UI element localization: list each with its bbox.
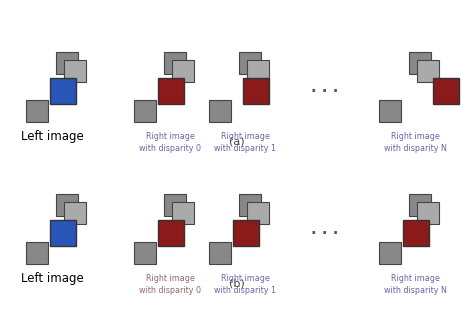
- Bar: [172, 60, 194, 82]
- Bar: [209, 242, 231, 264]
- Text: Right image
with disparity 0: Right image with disparity 0: [139, 132, 201, 153]
- Bar: [64, 202, 86, 224]
- Text: Right image
with disparity 1: Right image with disparity 1: [214, 274, 276, 295]
- Bar: [417, 202, 439, 224]
- Bar: [50, 78, 76, 104]
- Bar: [409, 52, 431, 74]
- Text: . . .: . . .: [311, 80, 339, 96]
- Bar: [26, 100, 48, 122]
- Bar: [247, 202, 269, 224]
- Text: . . .: . . .: [311, 223, 339, 237]
- Bar: [134, 100, 156, 122]
- Text: Right image
with disparity N: Right image with disparity N: [383, 274, 447, 295]
- Text: (b): (b): [229, 279, 245, 289]
- Bar: [417, 60, 439, 82]
- Bar: [379, 100, 401, 122]
- Bar: [233, 220, 259, 246]
- Bar: [134, 242, 156, 264]
- Text: Left image: Left image: [21, 272, 83, 285]
- Bar: [403, 220, 429, 246]
- Bar: [239, 194, 261, 216]
- Bar: [50, 220, 76, 246]
- Bar: [164, 52, 186, 74]
- Bar: [64, 60, 86, 82]
- Bar: [158, 78, 184, 104]
- Text: Right image
with disparity 0: Right image with disparity 0: [139, 274, 201, 295]
- Bar: [243, 78, 269, 104]
- Bar: [56, 194, 78, 216]
- Bar: [209, 100, 231, 122]
- Bar: [56, 52, 78, 74]
- Bar: [379, 242, 401, 264]
- Text: Right image
with disparity N: Right image with disparity N: [383, 132, 447, 153]
- Bar: [247, 60, 269, 82]
- Text: (a): (a): [229, 137, 245, 147]
- Bar: [433, 78, 459, 104]
- Bar: [26, 242, 48, 264]
- Bar: [409, 194, 431, 216]
- Text: Left image: Left image: [21, 130, 83, 143]
- Bar: [172, 202, 194, 224]
- Bar: [158, 220, 184, 246]
- Bar: [164, 194, 186, 216]
- Text: Right image
with disparity 1: Right image with disparity 1: [214, 132, 276, 153]
- Bar: [239, 52, 261, 74]
